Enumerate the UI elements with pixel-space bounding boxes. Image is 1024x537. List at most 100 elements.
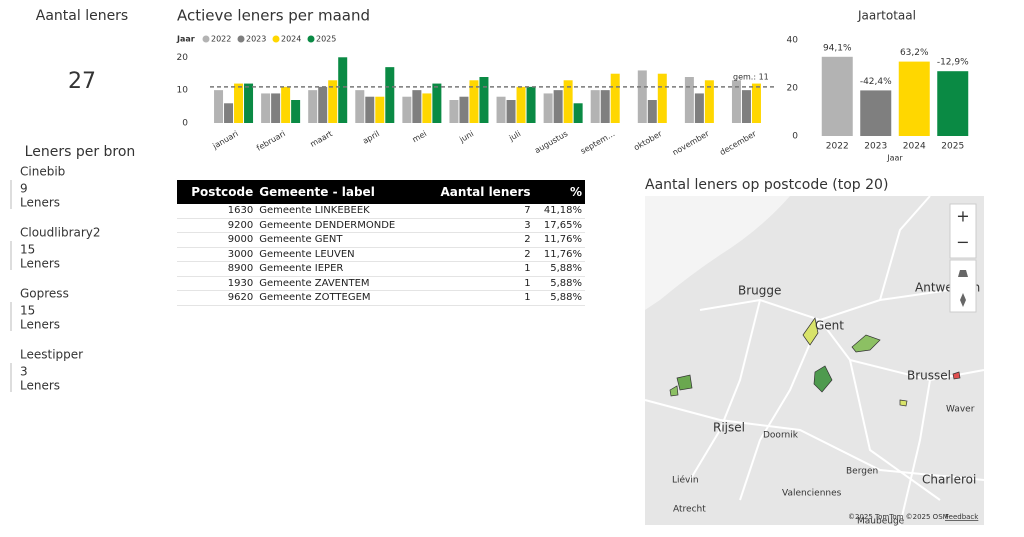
change-label: 94,1% (823, 43, 852, 53)
bar (422, 93, 432, 123)
zoom-control[interactable] (949, 203, 977, 259)
bar (543, 93, 553, 123)
table-row: 1630 Gemeente LINKEBEEK 7 41,18% (177, 204, 585, 219)
table-row: 8900 Gemeente IEPER 1 5,88% (177, 261, 585, 277)
bar (432, 83, 442, 123)
tilt-icon (958, 270, 968, 277)
legend-label: 2025 (316, 35, 336, 44)
bar (860, 90, 892, 136)
map-title: Aantal leners op postcode (top 20) (645, 177, 888, 193)
x-tick-label: april (361, 129, 381, 146)
bar (647, 100, 657, 123)
source-unit: Leners (20, 257, 60, 271)
map-area (802, 317, 819, 346)
bar (224, 103, 234, 123)
x-tick-label: mei (411, 129, 428, 144)
bar (637, 70, 647, 123)
compass-icon (960, 293, 966, 307)
bar (590, 90, 600, 123)
table-cell: 17,65% (533, 218, 585, 233)
bar (573, 103, 583, 123)
legend-label: 2024 (281, 35, 301, 44)
table-cell: 1630 (177, 204, 257, 219)
card-title: Aantal leners (36, 8, 128, 24)
bar (375, 96, 385, 123)
source-unit: Leners (20, 318, 60, 332)
place-label: Brugge (738, 284, 781, 298)
legend-label: 2023 (246, 35, 266, 44)
average-label: gem.: 11 (733, 72, 769, 81)
bar (234, 83, 244, 123)
bar (516, 86, 526, 123)
bar (731, 80, 741, 123)
change-label: 63,2% (900, 48, 929, 58)
column-header: Gemeente - label (256, 180, 422, 204)
place-label: Valenciennes (782, 489, 842, 499)
table-cell: 3 (421, 218, 534, 233)
column-header: Aantal leners (421, 180, 534, 204)
legend-swatch (307, 35, 315, 43)
bar (261, 93, 271, 123)
x-tick-label: septem… (579, 129, 616, 156)
place-label: Charleroi (922, 473, 976, 487)
x-tick-label: oktober (632, 129, 664, 153)
table-cell: 7 (421, 204, 534, 219)
bar (291, 100, 301, 123)
y-tick-label: 20 (177, 53, 189, 63)
axis-title: Jaar (886, 154, 903, 163)
bar (338, 57, 348, 123)
change-label: -12,9% (937, 58, 969, 68)
column-header: % (533, 180, 585, 204)
table-cell: 1930 (177, 276, 257, 291)
bar (308, 90, 318, 123)
card-value: 27 (68, 69, 96, 94)
bar (328, 80, 338, 123)
source-name: Cinebib (20, 165, 65, 179)
source-value: 9 (20, 182, 28, 196)
y-tick-label: 40 (787, 36, 799, 46)
table-cell: Gemeente IEPER (256, 261, 422, 277)
bar (281, 86, 291, 123)
legend-swatch (272, 35, 280, 43)
x-tick-label: januari (210, 129, 239, 151)
table-cell: 41,18% (533, 204, 585, 219)
table-row: 9620 Gemeente ZOTTEGEM 1 5,88% (177, 290, 585, 306)
bar (751, 83, 761, 123)
map-feedback[interactable]: Feedback (945, 513, 979, 521)
bar (318, 86, 328, 123)
x-tick-label: juli (507, 129, 523, 143)
map-area (676, 374, 693, 391)
table-cell: 11,76% (533, 247, 585, 262)
source-value: 15 (20, 243, 35, 257)
table-cell: Gemeente ZOTTEGEM (256, 290, 422, 306)
column-header: Postcode (177, 180, 257, 204)
map: Brugge Gent Antwerpen Brussel Waver Rijs… (644, 195, 985, 527)
source-name: Cloudlibrary2 (20, 226, 101, 240)
table-cell: 5,88% (533, 261, 585, 277)
bar (412, 90, 422, 123)
table-row: 1930 Gemeente ZAVENTEM 1 5,88% (177, 276, 585, 291)
source-unit: Leners (20, 196, 60, 210)
source-value: 3 (20, 365, 28, 379)
bar (937, 71, 969, 136)
x-tick-label: december (718, 129, 758, 157)
bar (563, 80, 573, 123)
x-tick-label: augustus (533, 129, 569, 155)
bar (365, 96, 375, 123)
place-label: Rijsel (713, 421, 745, 435)
table-cell: 5,88% (533, 290, 585, 306)
table-cell: Gemeente LINKEBEEK (256, 204, 422, 219)
table-cell: 2 (421, 247, 534, 262)
table-cell: 5,88% (533, 276, 585, 291)
y-tick-label: 0 (792, 132, 798, 142)
bar (704, 80, 714, 123)
bar (449, 100, 459, 123)
map-area (669, 385, 679, 397)
bar (684, 77, 694, 123)
chart-title: Jaartotaal (857, 9, 916, 23)
change-label: -42,4% (860, 77, 892, 87)
map-area (899, 399, 908, 407)
table-row: 9000 Gemeente GENT 2 11,76% (177, 232, 585, 248)
map-attribution: ©2025 TomTom ©2025 OSM (848, 513, 949, 521)
